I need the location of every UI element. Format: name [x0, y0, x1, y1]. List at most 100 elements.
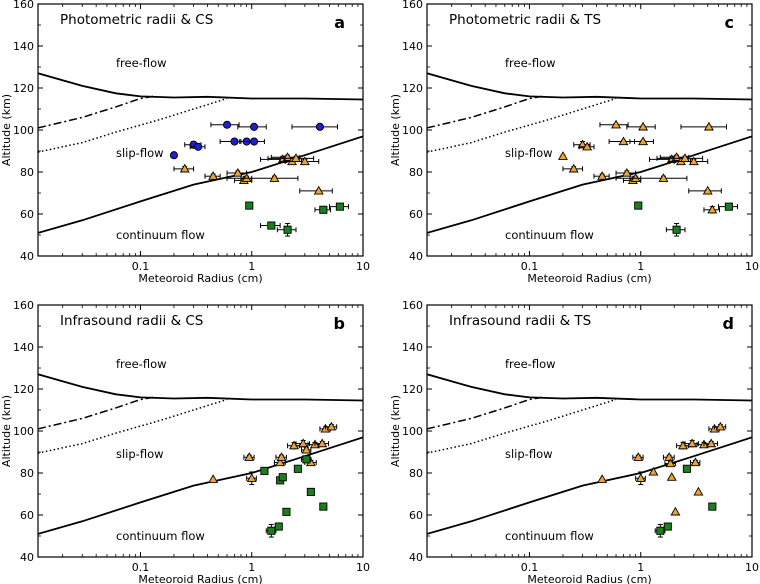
triangle-point	[678, 440, 689, 450]
upper-boundary-line	[427, 373, 752, 402]
region-label-free-flow: free-flow	[116, 56, 167, 70]
y-tick-label: 60	[409, 509, 423, 522]
panel-d: 40 60 80 100 120 140 160 0.1 1 10 Meteoroid Radius…	[389, 299, 759, 584]
square-point	[656, 526, 665, 535]
triangle-point	[664, 452, 675, 461]
region-label-free-flow: free-flow	[116, 357, 167, 371]
x-tick-label: 1	[637, 260, 644, 273]
triangle-point	[638, 136, 649, 146]
y-axis-label: Altitude (km)	[0, 395, 13, 467]
triangle-point	[621, 167, 632, 177]
x-axis-label: Meteoroid Radius (cm)	[138, 272, 262, 285]
region-label-free-flow: free-flow	[505, 56, 556, 70]
boundary-curves	[427, 72, 752, 234]
triangle-point	[715, 421, 726, 431]
square-point	[319, 205, 328, 214]
boundary-curves	[38, 373, 363, 535]
triangle-point	[658, 173, 669, 182]
circle-point	[315, 122, 324, 131]
square-point	[302, 455, 311, 464]
square-point	[267, 221, 276, 230]
triangle-point	[301, 444, 312, 454]
y-tick-label: 160	[402, 0, 423, 11]
triangle-point	[208, 171, 219, 180]
panel-letter: c	[725, 13, 734, 32]
circle-point	[230, 137, 239, 146]
dash-dot-boundary-line	[38, 396, 154, 430]
y-axis: 40 60 80 100 120 140 160	[13, 0, 363, 263]
y-tick-label: 160	[13, 0, 34, 11]
x-axis: 0.1 1 10	[451, 4, 759, 273]
square-point	[634, 201, 643, 210]
y-tick-label: 100	[13, 425, 34, 438]
triangle-point	[690, 457, 701, 467]
upper-boundary-line	[427, 72, 752, 101]
panel-title: Photometric radii & TS	[449, 12, 601, 28]
square-point	[682, 464, 691, 473]
region-labels: free-flow slip-flow continuum flow	[505, 357, 594, 543]
region-labels: free-flow slip-flow continuum flow	[116, 56, 205, 242]
dotted-boundary-line	[427, 398, 617, 454]
region-labels: free-flow slip-flow continuum flow	[505, 56, 594, 242]
square-point	[293, 464, 302, 473]
triangle-point	[289, 440, 300, 450]
upper-boundary-line	[38, 373, 363, 402]
triangle-point	[706, 438, 717, 448]
region-label-continuum-flow: continuum flow	[505, 228, 594, 242]
triangle-point	[313, 185, 324, 195]
region-label-continuum-flow: continuum flow	[116, 529, 205, 543]
green-squares-series	[245, 201, 349, 237]
upper-boundary-line	[38, 72, 363, 101]
x-axis: 0.1 1 10	[62, 4, 370, 273]
triangle-point	[299, 156, 310, 166]
y-tick-label: 140	[402, 341, 423, 354]
triangle-point	[707, 204, 718, 214]
triangle-point	[557, 151, 568, 160]
orange-triangles-series	[173, 152, 333, 195]
triangle-point	[693, 486, 704, 496]
panel-title: Infrasound radii & CS	[60, 313, 203, 329]
panel-title: Infrasound radii & TS	[449, 313, 591, 329]
triangle-point	[670, 506, 681, 516]
triangle-point	[666, 472, 677, 481]
region-label-slip-flow: slip-flow	[505, 146, 553, 160]
x-tick-label: 10	[356, 561, 370, 574]
circle-point	[222, 120, 232, 129]
y-tick-label: 60	[409, 208, 423, 221]
square-point	[306, 487, 315, 496]
dotted-boundary-line	[38, 398, 228, 454]
y-tick-label: 160	[13, 299, 34, 312]
x-tick-label: 0.1	[521, 561, 539, 574]
boundary-curves	[38, 72, 363, 234]
boundary-curves	[427, 373, 752, 535]
square-point	[267, 526, 276, 535]
y-tick-label: 60	[20, 208, 34, 221]
triangle-point	[241, 173, 252, 182]
y-axis-label: Altitude (km)	[0, 94, 13, 166]
circle-point	[194, 142, 203, 151]
y-axis: 40 60 80 100 120 140 160	[13, 299, 363, 564]
triangle-point	[597, 474, 608, 483]
region-label-continuum-flow: continuum flow	[116, 228, 205, 242]
triangle-point	[276, 452, 287, 461]
square-point	[319, 502, 328, 511]
triangle-point	[648, 466, 659, 476]
triangle-point	[703, 121, 714, 131]
y-tick-label: 160	[402, 299, 423, 312]
square-point	[278, 473, 287, 482]
y-axis: 40 60 80 100 120 140 160	[402, 299, 752, 564]
x-tick-label: 1	[248, 561, 255, 574]
y-axis: 40 60 80 100 120 140 160	[402, 0, 752, 263]
panel-c: 40 60 80 100 120 140 160 0.1 1 10 Meteoroid Radius…	[389, 0, 759, 285]
dash-dot-boundary-line	[427, 95, 543, 129]
y-tick-label: 80	[409, 166, 423, 179]
y-tick-label: 40	[409, 250, 423, 263]
triangle-point	[687, 438, 698, 448]
circle-point	[250, 122, 259, 131]
region-labels: free-flow slip-flow continuum flow	[116, 357, 205, 543]
y-tick-label: 80	[20, 467, 34, 480]
y-tick-label: 140	[13, 341, 34, 354]
lower-boundary-line	[38, 436, 363, 535]
triangle-point	[630, 173, 641, 182]
circle-point	[250, 137, 259, 146]
